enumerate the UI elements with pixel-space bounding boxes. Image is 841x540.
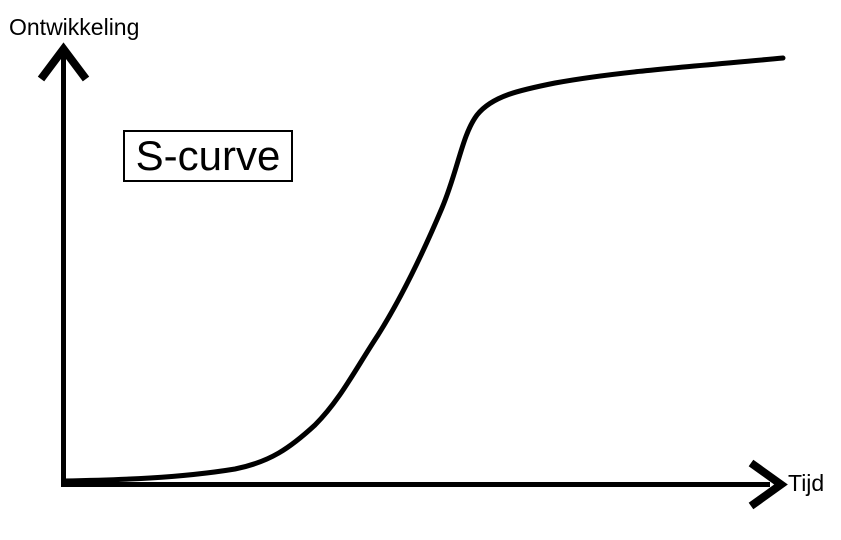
x-axis-label: Tijd	[788, 470, 825, 496]
curve-label-box: S-curve	[123, 130, 293, 182]
y-axis-arrowhead-icon	[37, 42, 90, 82]
x-axis-arrowhead-icon	[748, 459, 788, 510]
s-curve-line	[61, 55, 786, 484]
curve-label: S-curve	[135, 132, 281, 179]
y-axis-label: Ontwikkeling	[9, 14, 140, 40]
